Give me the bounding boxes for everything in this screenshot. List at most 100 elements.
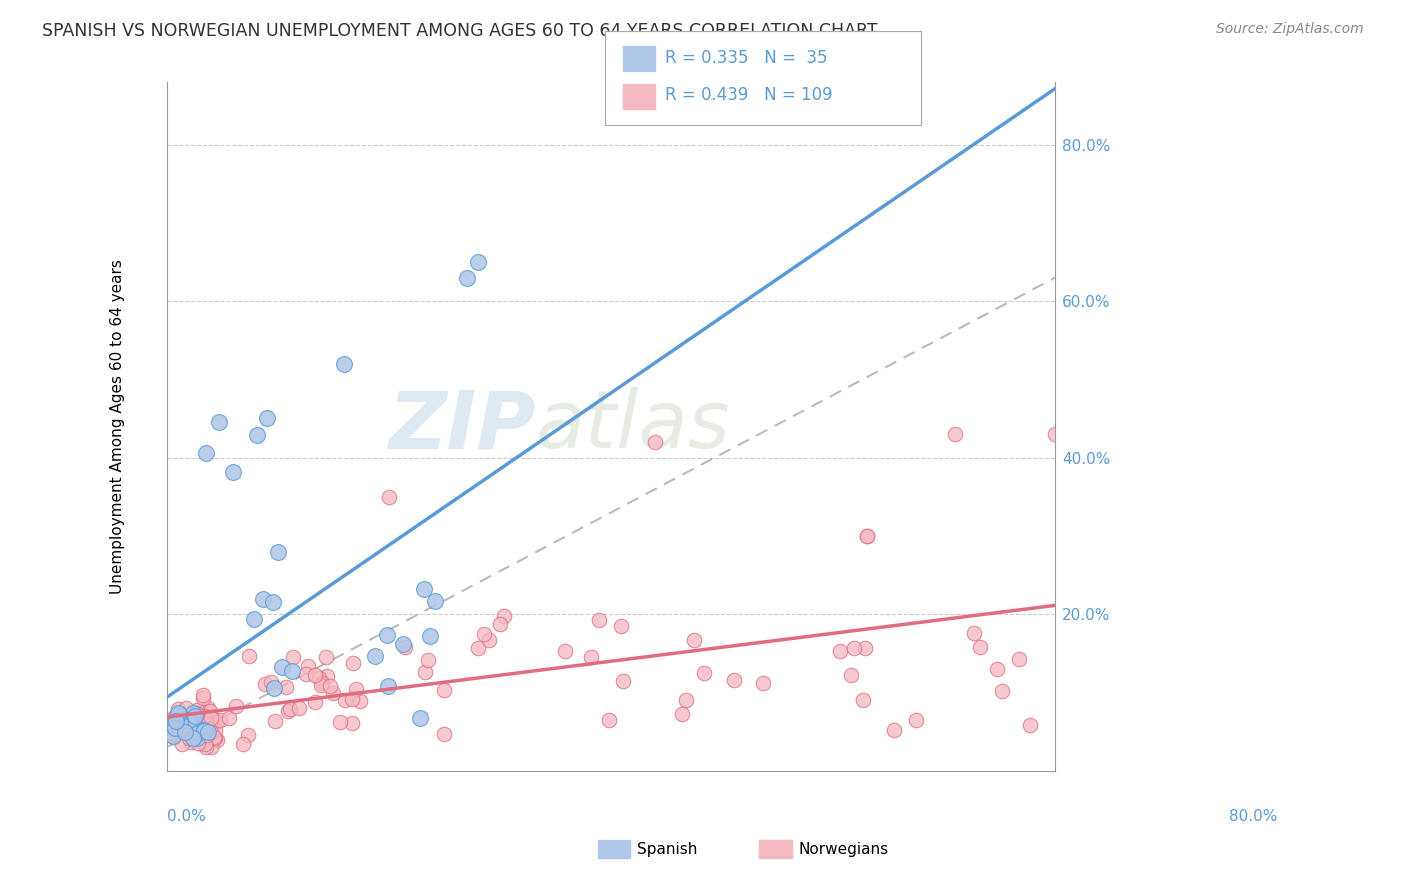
Point: [598, 713, 620, 727]
Point: [340, 716, 363, 731]
Point: [193, 688, 215, 702]
Point: [186, 706, 208, 721]
Point: [246, 428, 269, 442]
Point: [193, 709, 215, 723]
Point: [264, 714, 287, 729]
Point: [260, 675, 283, 690]
Point: [315, 669, 337, 683]
Point: [304, 695, 326, 709]
Point: [163, 731, 186, 745]
Point: [169, 715, 191, 730]
Point: [174, 711, 197, 725]
Point: [311, 676, 333, 690]
Point: [165, 714, 187, 729]
Point: [375, 628, 398, 642]
Point: [167, 702, 190, 716]
Point: [200, 711, 222, 725]
Point: [177, 713, 200, 727]
Point: [281, 664, 304, 678]
Point: [225, 698, 247, 713]
Point: [297, 659, 319, 673]
Point: [174, 701, 197, 715]
Point: [232, 737, 254, 751]
Point: [186, 731, 208, 745]
Point: [308, 671, 330, 685]
Text: 80.0%: 80.0%: [1229, 808, 1278, 823]
Point: [612, 673, 634, 688]
Point: [904, 713, 927, 727]
Point: [682, 632, 704, 647]
Point: [309, 677, 332, 691]
Point: [283, 649, 305, 664]
Point: [478, 633, 501, 648]
Point: [193, 723, 215, 738]
Point: [243, 612, 266, 626]
Point: [187, 708, 209, 723]
Point: [378, 490, 401, 504]
Point: [472, 627, 495, 641]
Point: [394, 640, 416, 655]
Text: atlas: atlas: [536, 387, 730, 466]
Point: [254, 676, 277, 690]
Point: [855, 529, 877, 543]
Point: [423, 594, 446, 608]
Point: [200, 725, 222, 739]
Point: [342, 656, 364, 670]
Point: [413, 665, 436, 679]
Point: [883, 723, 905, 737]
Point: [174, 723, 197, 737]
Point: [304, 668, 326, 682]
Point: [267, 544, 290, 558]
Point: [340, 691, 363, 706]
Point: [986, 662, 1008, 676]
Point: [262, 595, 284, 609]
Point: [692, 665, 714, 680]
Point: [174, 712, 197, 726]
Point: [1019, 718, 1042, 732]
Point: [170, 711, 193, 725]
Point: [193, 691, 215, 706]
Point: [554, 644, 576, 658]
Point: [163, 710, 186, 724]
Point: [1008, 652, 1031, 666]
Point: [456, 270, 478, 285]
Text: Spanish: Spanish: [637, 842, 697, 856]
Point: [190, 712, 212, 726]
Point: [852, 693, 875, 707]
Point: [200, 739, 222, 754]
Point: [263, 681, 285, 695]
Point: [222, 465, 245, 479]
Point: [377, 679, 399, 693]
Point: [277, 704, 299, 718]
Point: [644, 434, 666, 449]
Point: [675, 693, 697, 707]
Point: [197, 701, 219, 715]
Text: 0.0%: 0.0%: [167, 808, 205, 823]
Point: [319, 679, 342, 693]
Point: [419, 629, 441, 643]
Point: [288, 701, 311, 715]
Point: [488, 616, 510, 631]
Point: [391, 637, 413, 651]
Point: [165, 709, 187, 723]
Point: [433, 727, 456, 741]
Point: [184, 715, 207, 730]
Point: [256, 411, 278, 425]
Point: [162, 729, 184, 743]
Point: [280, 702, 302, 716]
Point: [271, 660, 294, 674]
Point: [202, 730, 225, 744]
Point: [751, 675, 773, 690]
Point: [218, 711, 240, 725]
Point: [609, 619, 631, 633]
Point: [344, 682, 367, 697]
Text: R = 0.439   N = 109: R = 0.439 N = 109: [665, 87, 832, 104]
Point: [204, 723, 226, 737]
Point: [252, 592, 274, 607]
Point: [208, 713, 231, 727]
Point: [990, 684, 1012, 698]
Point: [173, 724, 195, 739]
Point: [969, 640, 991, 654]
Text: R = 0.335   N =  35: R = 0.335 N = 35: [665, 49, 828, 67]
Text: Norwegians: Norwegians: [799, 842, 889, 856]
